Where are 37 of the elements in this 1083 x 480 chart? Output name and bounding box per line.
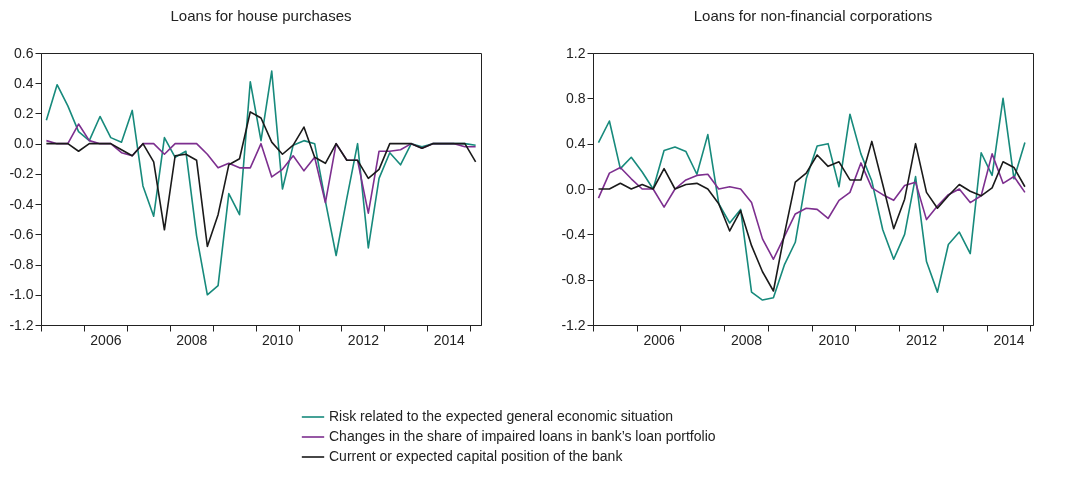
- y-tick-label: 0.2: [14, 104, 34, 121]
- legend-label: Current or expected capital position of the bank: [329, 448, 624, 464]
- y-tick-label: 1.2: [566, 44, 586, 61]
- y-tick-label: 0.0: [566, 180, 586, 197]
- x-tick-label: 2008: [176, 331, 208, 348]
- y-tick-label: 0.4: [566, 135, 586, 152]
- chart-title: Loans for house purchases: [170, 7, 352, 24]
- y-tick-label: 0.8: [566, 89, 586, 106]
- x-tick-label: 2012: [347, 331, 380, 348]
- x-tick-label: 2012: [905, 331, 938, 348]
- y-tick-label: -0.4: [561, 225, 586, 242]
- y-tick-label: -0.6: [9, 225, 34, 242]
- line-series: [45, 111, 477, 248]
- y-tick-label: -1.2: [561, 316, 586, 333]
- line-series: [45, 70, 477, 296]
- chart-title: Loans for non-financial corporations: [693, 7, 933, 24]
- y-tick-label: -1.2: [9, 316, 34, 333]
- x-tick-label: 2010: [818, 331, 850, 348]
- line-series: [597, 153, 1026, 261]
- y-tick-label: -0.8: [9, 256, 34, 273]
- legend-label: Changes in the share of impaired loans in bank’s loan portfolio: [329, 428, 716, 444]
- x-tick-label: 2006: [643, 331, 675, 348]
- line-series: [597, 97, 1026, 301]
- y-tick-label: -0.2: [9, 165, 34, 182]
- x-tick-label: 2008: [731, 331, 763, 348]
- y-tick-label: -0.4: [9, 195, 34, 212]
- y-tick-label: 0.4: [14, 74, 34, 91]
- y-tick-label: -0.8: [561, 271, 586, 288]
- y-tick-label: 0.0: [14, 135, 34, 152]
- x-tick-label: 2014: [433, 331, 466, 348]
- legend-label: Risk related to the expected general economic situation: [329, 408, 673, 424]
- x-tick-label: 2014: [993, 331, 1025, 348]
- line-series: [597, 140, 1026, 292]
- y-tick-label: -1.0: [9, 286, 34, 303]
- x-tick-label: 2006: [90, 331, 122, 348]
- x-tick-label: 2010: [262, 331, 294, 348]
- y-tick-label: 0.6: [14, 44, 34, 61]
